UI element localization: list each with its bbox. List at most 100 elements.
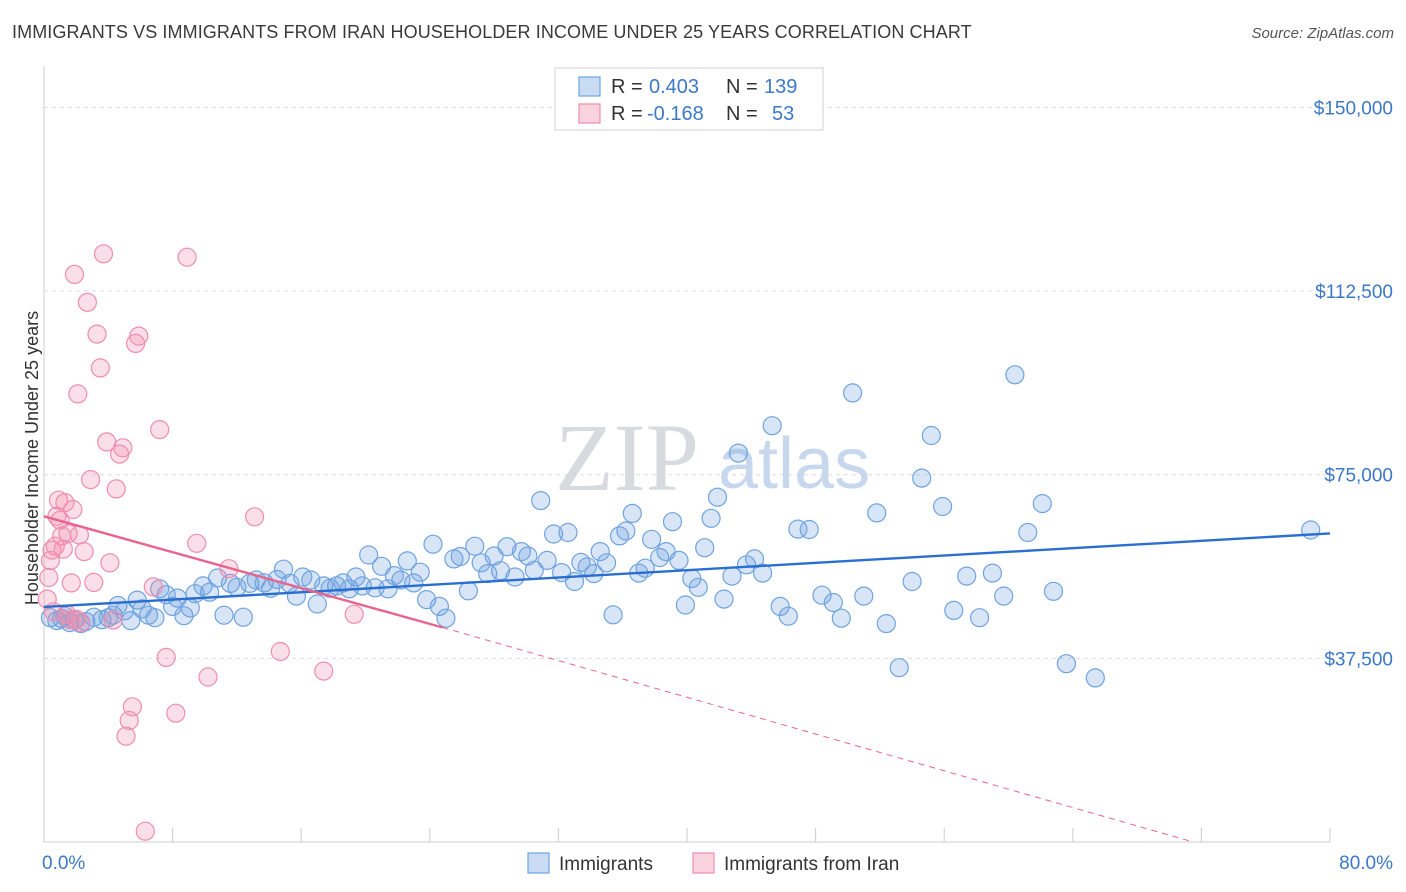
data-point [60, 610, 80, 630]
data-point [90, 358, 110, 378]
data-point [108, 595, 128, 616]
data-point [74, 541, 94, 562]
chart-source: Source: ZipAtlas.com [1251, 25, 1394, 42]
data-point [245, 507, 265, 527]
data-point [233, 607, 253, 627]
data-point [957, 566, 977, 586]
data-point [359, 545, 379, 565]
data-point [61, 573, 81, 593]
data-point [662, 512, 683, 532]
data-point [37, 589, 57, 609]
data-point [145, 608, 165, 628]
data-point [722, 566, 742, 586]
data-point [64, 264, 85, 284]
data-point [669, 550, 689, 571]
data-point [174, 606, 194, 626]
data-point [518, 546, 538, 566]
data-point [695, 538, 715, 558]
data-point [39, 567, 59, 588]
data-point [429, 596, 449, 617]
data-point [932, 496, 953, 517]
data-point [423, 534, 443, 554]
data-point [944, 600, 964, 621]
data-point [314, 661, 334, 681]
data-point [113, 438, 133, 458]
watermark: ZIP atlas [555, 404, 870, 511]
data-point [156, 647, 176, 668]
data-point [596, 553, 617, 573]
data-point [1056, 654, 1077, 674]
trend-line-iran-extension [442, 627, 1194, 843]
data-point [531, 491, 551, 511]
data-point [921, 425, 941, 446]
data-point [344, 604, 364, 624]
data-point [707, 487, 728, 507]
data-point [889, 658, 909, 678]
data-point [994, 586, 1014, 606]
data-point [135, 821, 155, 841]
data-point [450, 546, 470, 567]
data-point [982, 563, 1003, 583]
y-tick-labels: $37,500 $75,000 $112,500 $150,000 [1314, 98, 1393, 670]
data-point [584, 563, 604, 584]
data-point [410, 562, 430, 582]
data-point [198, 667, 218, 687]
data-point [397, 551, 417, 571]
data-point [87, 324, 107, 344]
data-point [93, 244, 114, 264]
data-point [68, 384, 88, 404]
legend-r-label-1: R = [611, 76, 643, 98]
data-point [543, 524, 564, 544]
data-point [969, 608, 990, 628]
legend-r-label-2: R = [611, 103, 643, 125]
data-point [1032, 494, 1052, 514]
data-point [404, 573, 424, 593]
data-point [675, 595, 696, 615]
bottom-legend-label-immigrants: Immigrants [559, 854, 653, 875]
data-point [55, 493, 75, 513]
data-point [505, 567, 525, 587]
data-point [831, 608, 851, 628]
x-tick-labels: 0.0% 80.0% [42, 853, 1393, 874]
data-point [497, 537, 517, 557]
data-point [788, 519, 808, 539]
data-point [1085, 668, 1105, 688]
bottom-legend: Immigrants Immigrants from Iran [527, 852, 899, 875]
legend-n-value-1: 139 [764, 76, 797, 98]
y-tick-label-0: $37,500 [1324, 649, 1393, 670]
data-point [84, 572, 104, 593]
data-point [799, 519, 819, 540]
bottom-legend-swatch-immigrants [527, 852, 550, 874]
trend-lines [43, 515, 1331, 843]
data-point [902, 571, 922, 592]
data-point [688, 577, 708, 597]
data-point [867, 503, 887, 523]
legend-r-value-1: 0.403 [649, 76, 699, 98]
x-tick-label-1: 80.0% [1339, 853, 1393, 874]
data-point [876, 613, 896, 634]
data-point [778, 606, 798, 626]
data-point [770, 596, 790, 617]
y-axis-label: Householder Income Under 25 years [22, 311, 42, 605]
data-point [53, 539, 73, 559]
data-point [854, 586, 874, 606]
chart-title: IMMIGRANTS VS IMMIGRANTS FROM IRAN HOUSE… [12, 22, 972, 42]
data-point [122, 697, 142, 717]
data-point [762, 416, 782, 436]
legend-swatch-iran [578, 103, 601, 124]
data-point [465, 536, 485, 556]
series-immigrants [40, 365, 1321, 688]
data-point [103, 610, 123, 630]
data-point [177, 247, 197, 267]
data-point [752, 563, 773, 583]
y-tick-label-3: $150,000 [1314, 98, 1393, 119]
data-point [436, 608, 456, 628]
data-point [701, 508, 721, 528]
bottom-legend-label-iran: Immigrants from Iran [724, 854, 899, 875]
data-point [270, 641, 290, 662]
axes [43, 66, 1331, 843]
data-point [912, 468, 932, 488]
watermark-atlas: atlas [718, 424, 870, 504]
data-point [150, 420, 170, 440]
